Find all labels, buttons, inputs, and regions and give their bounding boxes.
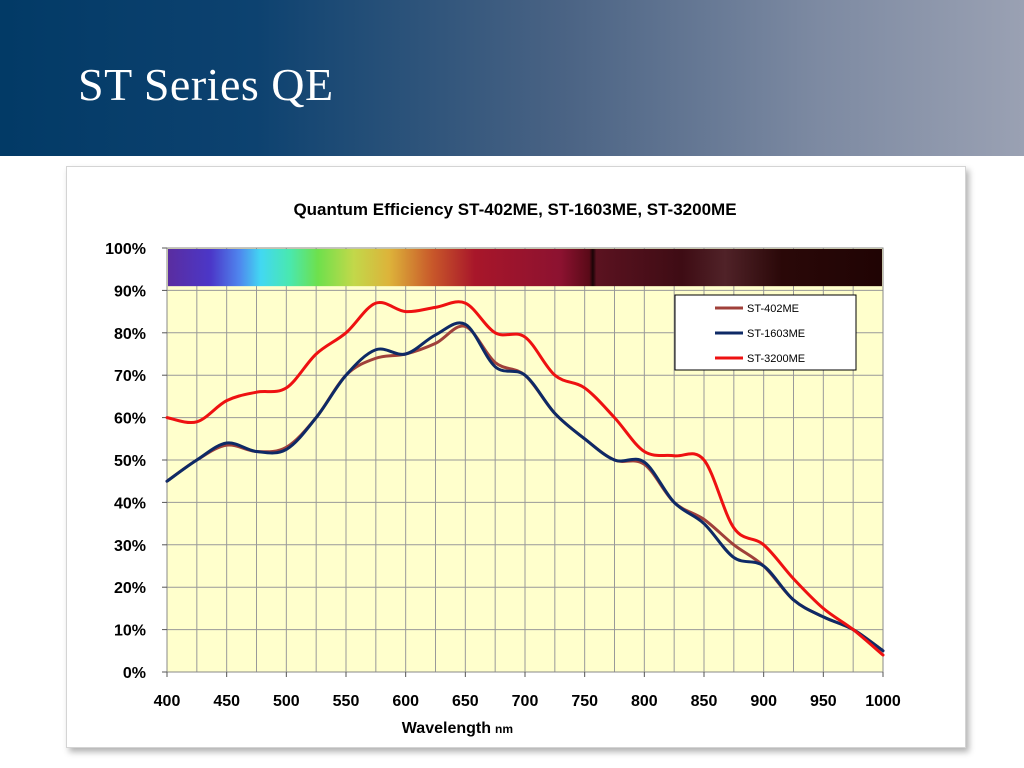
y-tick-label: 90%	[114, 283, 146, 300]
series-line-st-1603me	[165, 321, 885, 653]
x-tick-label: 400	[154, 693, 181, 710]
x-tick-label: 450	[213, 693, 240, 710]
x-tick-label: 850	[691, 693, 718, 710]
x-tick-label: 650	[452, 693, 479, 710]
qe-line-chart: Quantum Efficiency ST-402ME, ST-1603ME, …	[105, 200, 901, 737]
x-axis-label: Wavelength	[402, 720, 491, 737]
series-lines	[165, 300, 885, 657]
y-axis-ticks: 0% 10% 20% 30% 40% 50% 60% 70% 80% 90% 100%	[105, 241, 167, 682]
y-tick-label: 60%	[114, 411, 146, 428]
chart-title: Quantum Efficiency ST-402ME, ST-1603ME, …	[293, 200, 736, 219]
legend-label-st-1603me: ST-1603ME	[747, 328, 805, 340]
slide-header: ST Series QE	[0, 0, 1024, 156]
y-tick-label: 70%	[114, 368, 146, 385]
x-axis-ticks: 400 450 500 550 600 650 700 750 800 850 900 950 1000	[154, 672, 901, 710]
y-tick-label: 100%	[105, 241, 146, 258]
legend-label-st-3200me: ST-3200ME	[747, 353, 805, 365]
spectrum-band	[168, 249, 882, 287]
x-tick-label: 500	[273, 693, 300, 710]
legend-box	[674, 294, 857, 371]
y-tick-label: 10%	[114, 623, 146, 640]
x-tick-label: 950	[810, 693, 837, 710]
x-tick-label: 550	[333, 693, 360, 710]
y-tick-label: 30%	[114, 538, 146, 555]
slide-title: ST Series QE	[78, 59, 334, 110]
x-tick-label: 700	[512, 693, 539, 710]
legend: ST-402ME ST-1603ME ST-3200ME	[674, 294, 857, 371]
chart-card: Quantum Efficiency ST-402ME, ST-1603ME, …	[66, 166, 966, 748]
y-tick-label: 20%	[114, 580, 146, 597]
series-line-st-3200me	[165, 300, 885, 657]
x-tick-label: 750	[571, 693, 598, 710]
x-axis-unit: nm	[495, 722, 513, 736]
y-tick-label: 80%	[114, 326, 146, 343]
x-tick-label: 800	[631, 693, 658, 710]
legend-label-st-402me: ST-402ME	[747, 303, 799, 315]
y-tick-label: 0%	[123, 665, 146, 682]
y-tick-label: 40%	[114, 495, 146, 512]
x-tick-label: 900	[750, 693, 777, 710]
x-tick-label: 600	[392, 693, 419, 710]
y-tick-label: 50%	[114, 453, 146, 470]
x-tick-label: 1000	[865, 693, 901, 710]
